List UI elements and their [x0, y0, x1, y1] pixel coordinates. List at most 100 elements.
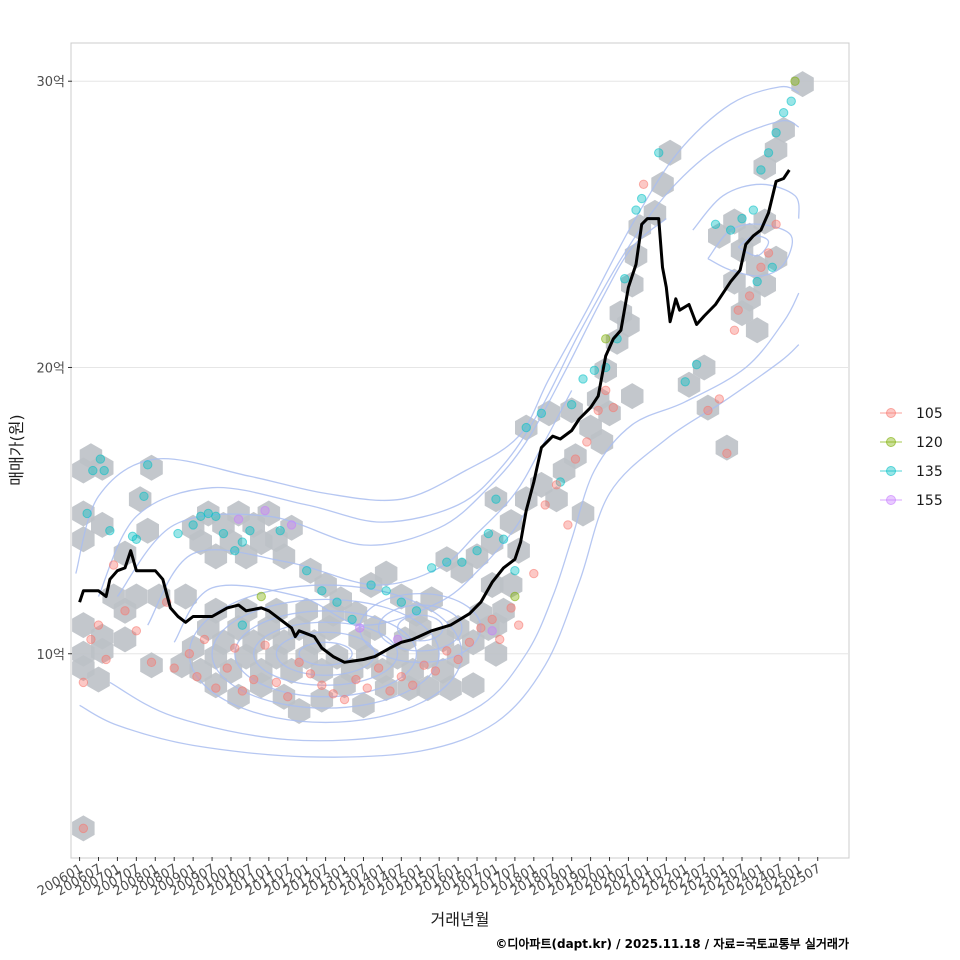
scatter-point-105	[540, 500, 550, 510]
scatter-point-105	[78, 823, 89, 834]
density-contour	[116, 218, 667, 597]
scatter-layer	[78, 76, 800, 834]
scatter-point-135	[131, 534, 142, 544]
hexbin-cell	[125, 583, 148, 610]
density-contour-layer	[75, 85, 800, 758]
density-contour	[147, 390, 573, 626]
scatter-point-105	[513, 620, 524, 630]
scatter-point-135	[737, 213, 747, 224]
scatter-point-105	[419, 660, 429, 670]
density-ring	[211, 598, 440, 709]
hexbin-cell	[723, 268, 746, 295]
y-axis: 10억 20억 30억	[36, 75, 72, 663]
scatter-point-135	[619, 274, 630, 284]
scatter-point-135	[710, 219, 721, 230]
density-ring	[234, 610, 418, 698]
hexbin-cell	[439, 675, 462, 702]
source-caption: ©디아파트(dapt.kr) / 2025.11.18 / 자료=국토교통부 실…	[495, 936, 849, 951]
hexbin-cell	[484, 640, 508, 667]
scatter-point-135	[763, 148, 774, 158]
hexbin-cell	[715, 434, 739, 461]
hexbin-cell	[484, 612, 508, 639]
density-ring	[188, 584, 463, 724]
legend-label: 135	[916, 464, 943, 480]
scatter-point-135	[143, 460, 153, 470]
scatter-point-105	[328, 689, 338, 699]
hexbin-cell	[374, 560, 398, 587]
scatter-point-135	[95, 454, 106, 464]
scatter-point-155	[487, 626, 497, 636]
scatter-point-135	[139, 491, 149, 502]
scatter-point-135	[589, 365, 600, 376]
scatter-point-135	[88, 465, 98, 476]
scatter-point-155	[260, 505, 270, 516]
scatter-point-120	[790, 76, 800, 86]
y-tick-label: 30억	[36, 75, 65, 90]
scatter-point-105	[211, 683, 221, 693]
hexbin-cell	[764, 245, 788, 272]
scatter-point-135	[725, 225, 736, 235]
hexbin-cell	[605, 328, 629, 355]
hexbin-cell	[594, 357, 617, 384]
scatter-point-135	[105, 525, 115, 536]
scatter-point-105	[283, 691, 293, 702]
scatter-point-105	[317, 680, 327, 690]
scatter-point-135	[566, 399, 577, 410]
hexbin-cell	[560, 397, 583, 424]
scatter-point-135	[188, 520, 198, 530]
scatter-point-105	[582, 437, 592, 447]
scatter-point-135	[631, 205, 641, 215]
trend-line-layer	[78, 169, 791, 664]
scatter-point-105	[351, 674, 361, 685]
density-contour	[707, 223, 793, 277]
hexbin-cell	[91, 511, 114, 538]
scatter-point-105	[184, 649, 195, 659]
scatter-point-135	[771, 128, 781, 138]
hexbin-cell	[227, 683, 250, 710]
scatter-point-105	[551, 480, 562, 490]
scatter-point-105	[733, 305, 743, 315]
scatter-point-105	[430, 666, 441, 676]
legend: 105 120 135 155	[880, 406, 943, 509]
scatter-point-105	[442, 646, 452, 656]
hexbin-cell	[174, 583, 197, 610]
scatter-point-105	[192, 671, 202, 682]
hexbin-cell	[72, 815, 95, 842]
density-contour	[173, 510, 527, 643]
hexbin-cell	[219, 529, 243, 556]
scatter-point-135	[472, 545, 482, 556]
scatter-point-135	[366, 580, 376, 590]
scatter-point-105	[131, 626, 142, 636]
x-axis-title: 거래년월	[431, 910, 490, 929]
scatter-point-105	[744, 291, 755, 301]
y-tick-label: 20억	[36, 361, 65, 376]
x-axis: 2006012006072007012007072008012008072009…	[35, 857, 824, 899]
scatter-point-105	[601, 385, 611, 396]
scatter-point-105	[230, 643, 240, 653]
density-ring	[359, 592, 482, 663]
scatter-point-105	[756, 262, 766, 272]
hexbin-cell	[234, 543, 258, 570]
scatter-point-105	[362, 683, 372, 693]
scatter-point-120	[256, 591, 266, 602]
scatter-point-135	[332, 597, 342, 607]
scatter-point-135	[786, 96, 796, 106]
hexbin-cell	[564, 443, 587, 470]
scatter-point-155	[233, 514, 244, 524]
legend-label: 120	[916, 435, 943, 451]
scatter-point-135	[347, 614, 357, 625]
scatter-point-105	[722, 448, 732, 459]
hexbin-cell	[310, 686, 334, 713]
scatter-point-135	[748, 205, 759, 215]
scatter-point-135	[230, 545, 240, 556]
hexbin-cell	[621, 383, 644, 410]
scatter-point-105	[464, 637, 475, 647]
hexbin-cell	[287, 698, 311, 724]
scatter-point-135	[426, 563, 437, 573]
hexbin-cell	[537, 400, 561, 427]
y-axis-title: 매매가(원)	[7, 414, 26, 485]
hexbin-cell	[658, 139, 682, 166]
density-contour	[109, 292, 800, 742]
hexbin-cell	[250, 672, 273, 699]
